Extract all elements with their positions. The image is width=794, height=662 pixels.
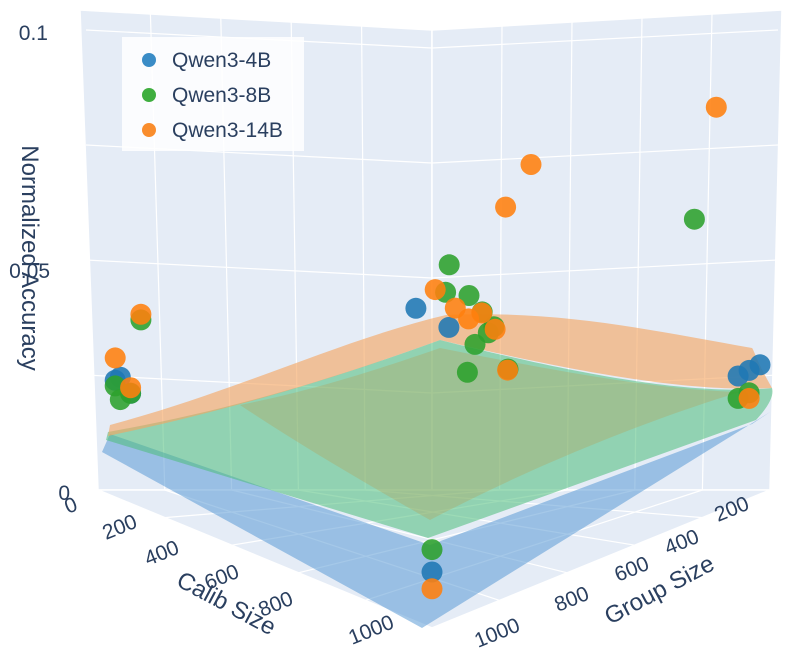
calib-tick-label: 1000 [345,611,397,650]
point-qwen3-14b-4[interactable] [705,96,727,118]
surface-qwen3-8b [106,340,773,538]
calib-tick-label: 400 [141,536,182,570]
data-points [104,96,771,600]
legend-marker-qwen3-14b[interactable] [142,123,156,137]
point-qwen3-4b-7[interactable] [438,316,460,338]
grid-line [431,259,779,279]
surface-overlap-olive [240,348,740,520]
point-qwen3-4b-6[interactable] [405,297,427,319]
point-qwen3-14b-0[interactable] [104,347,126,369]
z-tick-label: 0.05 [9,260,50,283]
z-tick-label: 0 [58,482,70,505]
legend-label-qwen3-8b[interactable]: Qwen3-8B [172,84,271,107]
point-qwen3-4b-8[interactable] [421,561,443,583]
legend-label-qwen3-14b[interactable]: Qwen3-14B [172,119,283,142]
point-qwen3-8b-12[interactable] [456,361,478,383]
legend-label-qwen3-4b[interactable]: Qwen3-4B [172,49,271,72]
group-tick-label: 1000 [471,614,523,653]
point-qwen3-8b-8[interactable] [458,285,480,306]
calib-tick-label: 0 [61,493,80,519]
grid-line [431,29,779,49]
point-qwen3-14b-3[interactable] [738,387,760,409]
point-qwen3-14b-8[interactable] [495,196,517,218]
point-qwen3-14b-9[interactable] [424,279,446,301]
point-qwen3-14b-13[interactable] [484,318,506,340]
axes-labels: 00.050.102004006008001000200400600800100… [9,22,752,653]
surface-qwen3-14b [108,314,772,436]
grid-line [85,259,433,279]
point-qwen3-14b-15[interactable] [421,578,443,600]
point-qwen3-14b-2[interactable] [130,303,152,325]
point-qwen3-8b-16[interactable] [421,539,443,561]
legend: Qwen3-4B Qwen3-8B Qwen3-14B [122,37,304,151]
point-qwen3-14b-12[interactable] [471,302,493,324]
grid-line [431,144,779,164]
point-qwen3-14b-7[interactable] [520,154,542,175]
point-qwen3-14b-14[interactable] [497,359,519,381]
calib-tick-label: 200 [99,510,140,544]
point-qwen3-14b-1[interactable] [120,377,142,399]
point-qwen3-4b-5[interactable] [727,365,749,387]
legend-marker-qwen3-4b[interactable] [142,53,156,67]
z-tick-label: 0.1 [19,22,48,45]
legend-marker-qwen3-8b[interactable] [142,88,156,102]
point-qwen3-8b-15[interactable] [438,254,460,276]
z-axis-title: Normalized Accuracy [16,145,43,370]
group-tick-label: 800 [551,582,592,616]
point-qwen3-8b-6[interactable] [683,208,705,230]
